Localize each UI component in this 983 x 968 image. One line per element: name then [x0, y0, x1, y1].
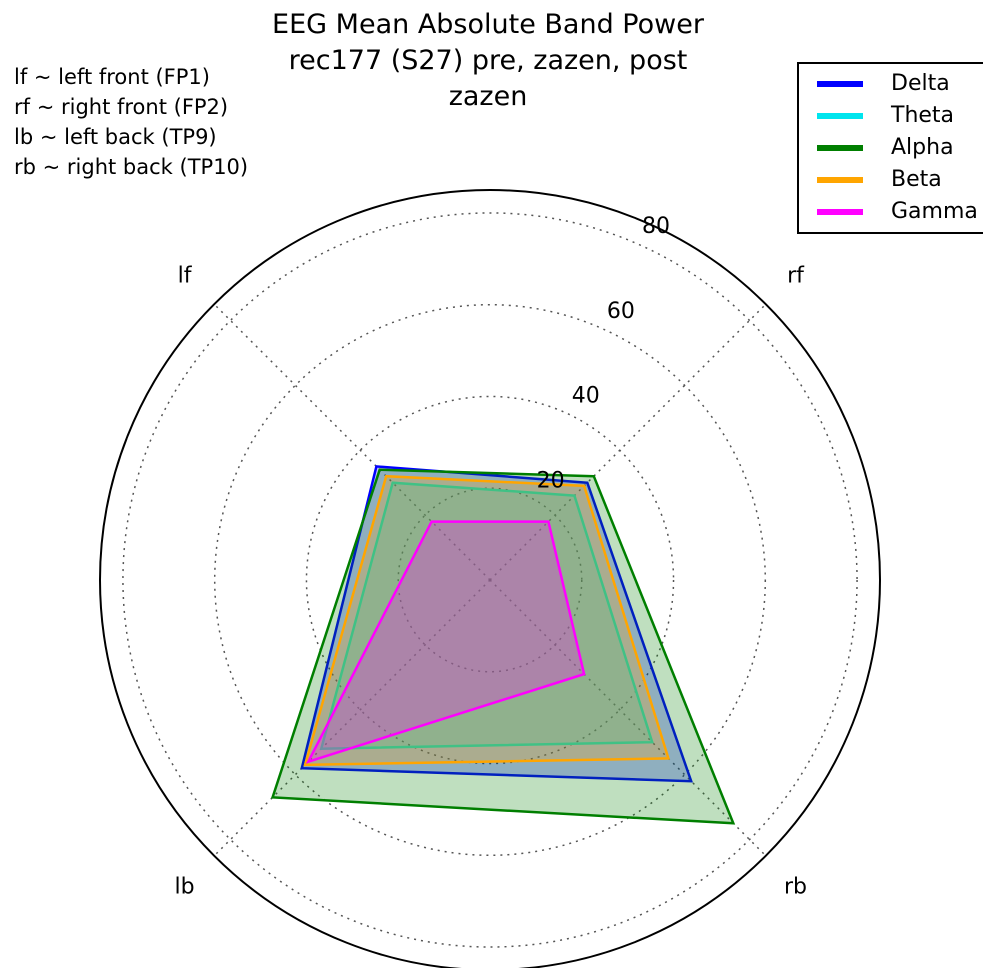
legend-label-alpha: Alpha	[891, 135, 954, 160]
axis-label-lf: lf	[178, 264, 193, 289]
legend-item-theta: Theta	[799, 100, 983, 132]
grid-spoke-rb	[489, 579, 767, 857]
grid-ring-40	[305, 395, 675, 765]
axis-label-rb: rb	[784, 874, 807, 899]
series-alpha	[270, 468, 736, 825]
legend-swatch-theta	[817, 113, 863, 119]
axis-label-lb: lb	[174, 874, 194, 899]
series-beta	[303, 474, 671, 767]
note-lf: lf ~ left front (FP1)	[14, 65, 210, 89]
legend-item-beta: Beta	[799, 164, 983, 196]
chart-title-line-3: zazen	[448, 81, 528, 112]
legend-swatch-delta	[817, 81, 863, 87]
grid-ring-60	[213, 303, 767, 857]
grid-ring-80	[122, 212, 858, 948]
legend-swatch-beta	[817, 177, 863, 183]
grid-spoke-lb	[213, 579, 491, 857]
outer-circle	[99, 189, 881, 968]
chart-title-line-1: EEG Mean Absolute Band Power	[272, 9, 704, 40]
series-layer	[270, 465, 736, 825]
series-gamma	[305, 520, 586, 764]
legend-label-beta: Beta	[891, 167, 942, 192]
legend-swatch-alpha	[817, 145, 863, 151]
legend-label-delta: Delta	[891, 71, 950, 96]
axis-label-rf: rf	[787, 264, 805, 289]
legend-item-delta: Delta	[799, 68, 983, 100]
r-tick-label: 80	[642, 214, 670, 239]
grid	[99, 189, 881, 968]
chart-title-line-2: rec177 (S27) pre, zazen, post	[288, 45, 688, 76]
note-rf: rf ~ right front (FP2)	[14, 95, 229, 119]
r-tick-label: 40	[572, 384, 600, 409]
legend-item-alpha: Alpha	[799, 132, 983, 164]
note-lb: lb ~ left back (TP9)	[14, 125, 217, 149]
legend-label-theta: Theta	[891, 103, 955, 128]
legend-label-gamma: Gamma	[891, 199, 978, 224]
grid-spoke-rf	[489, 303, 767, 581]
r-tick-label: 20	[537, 469, 565, 494]
legend-item-gamma: Gamma	[799, 196, 983, 228]
r-tick-label: 60	[607, 299, 635, 324]
grid-spoke-lf	[213, 303, 491, 581]
legend-swatch-gamma	[817, 209, 863, 215]
note-rb: rb ~ right back (TP10)	[14, 155, 249, 179]
axis-labels: 20 40 60 80 rf lf lb rb	[174, 214, 806, 899]
legend: Delta Theta Alpha Beta Gamma	[797, 62, 983, 234]
series-theta	[319, 481, 654, 750]
grid-ring-20	[397, 487, 583, 673]
